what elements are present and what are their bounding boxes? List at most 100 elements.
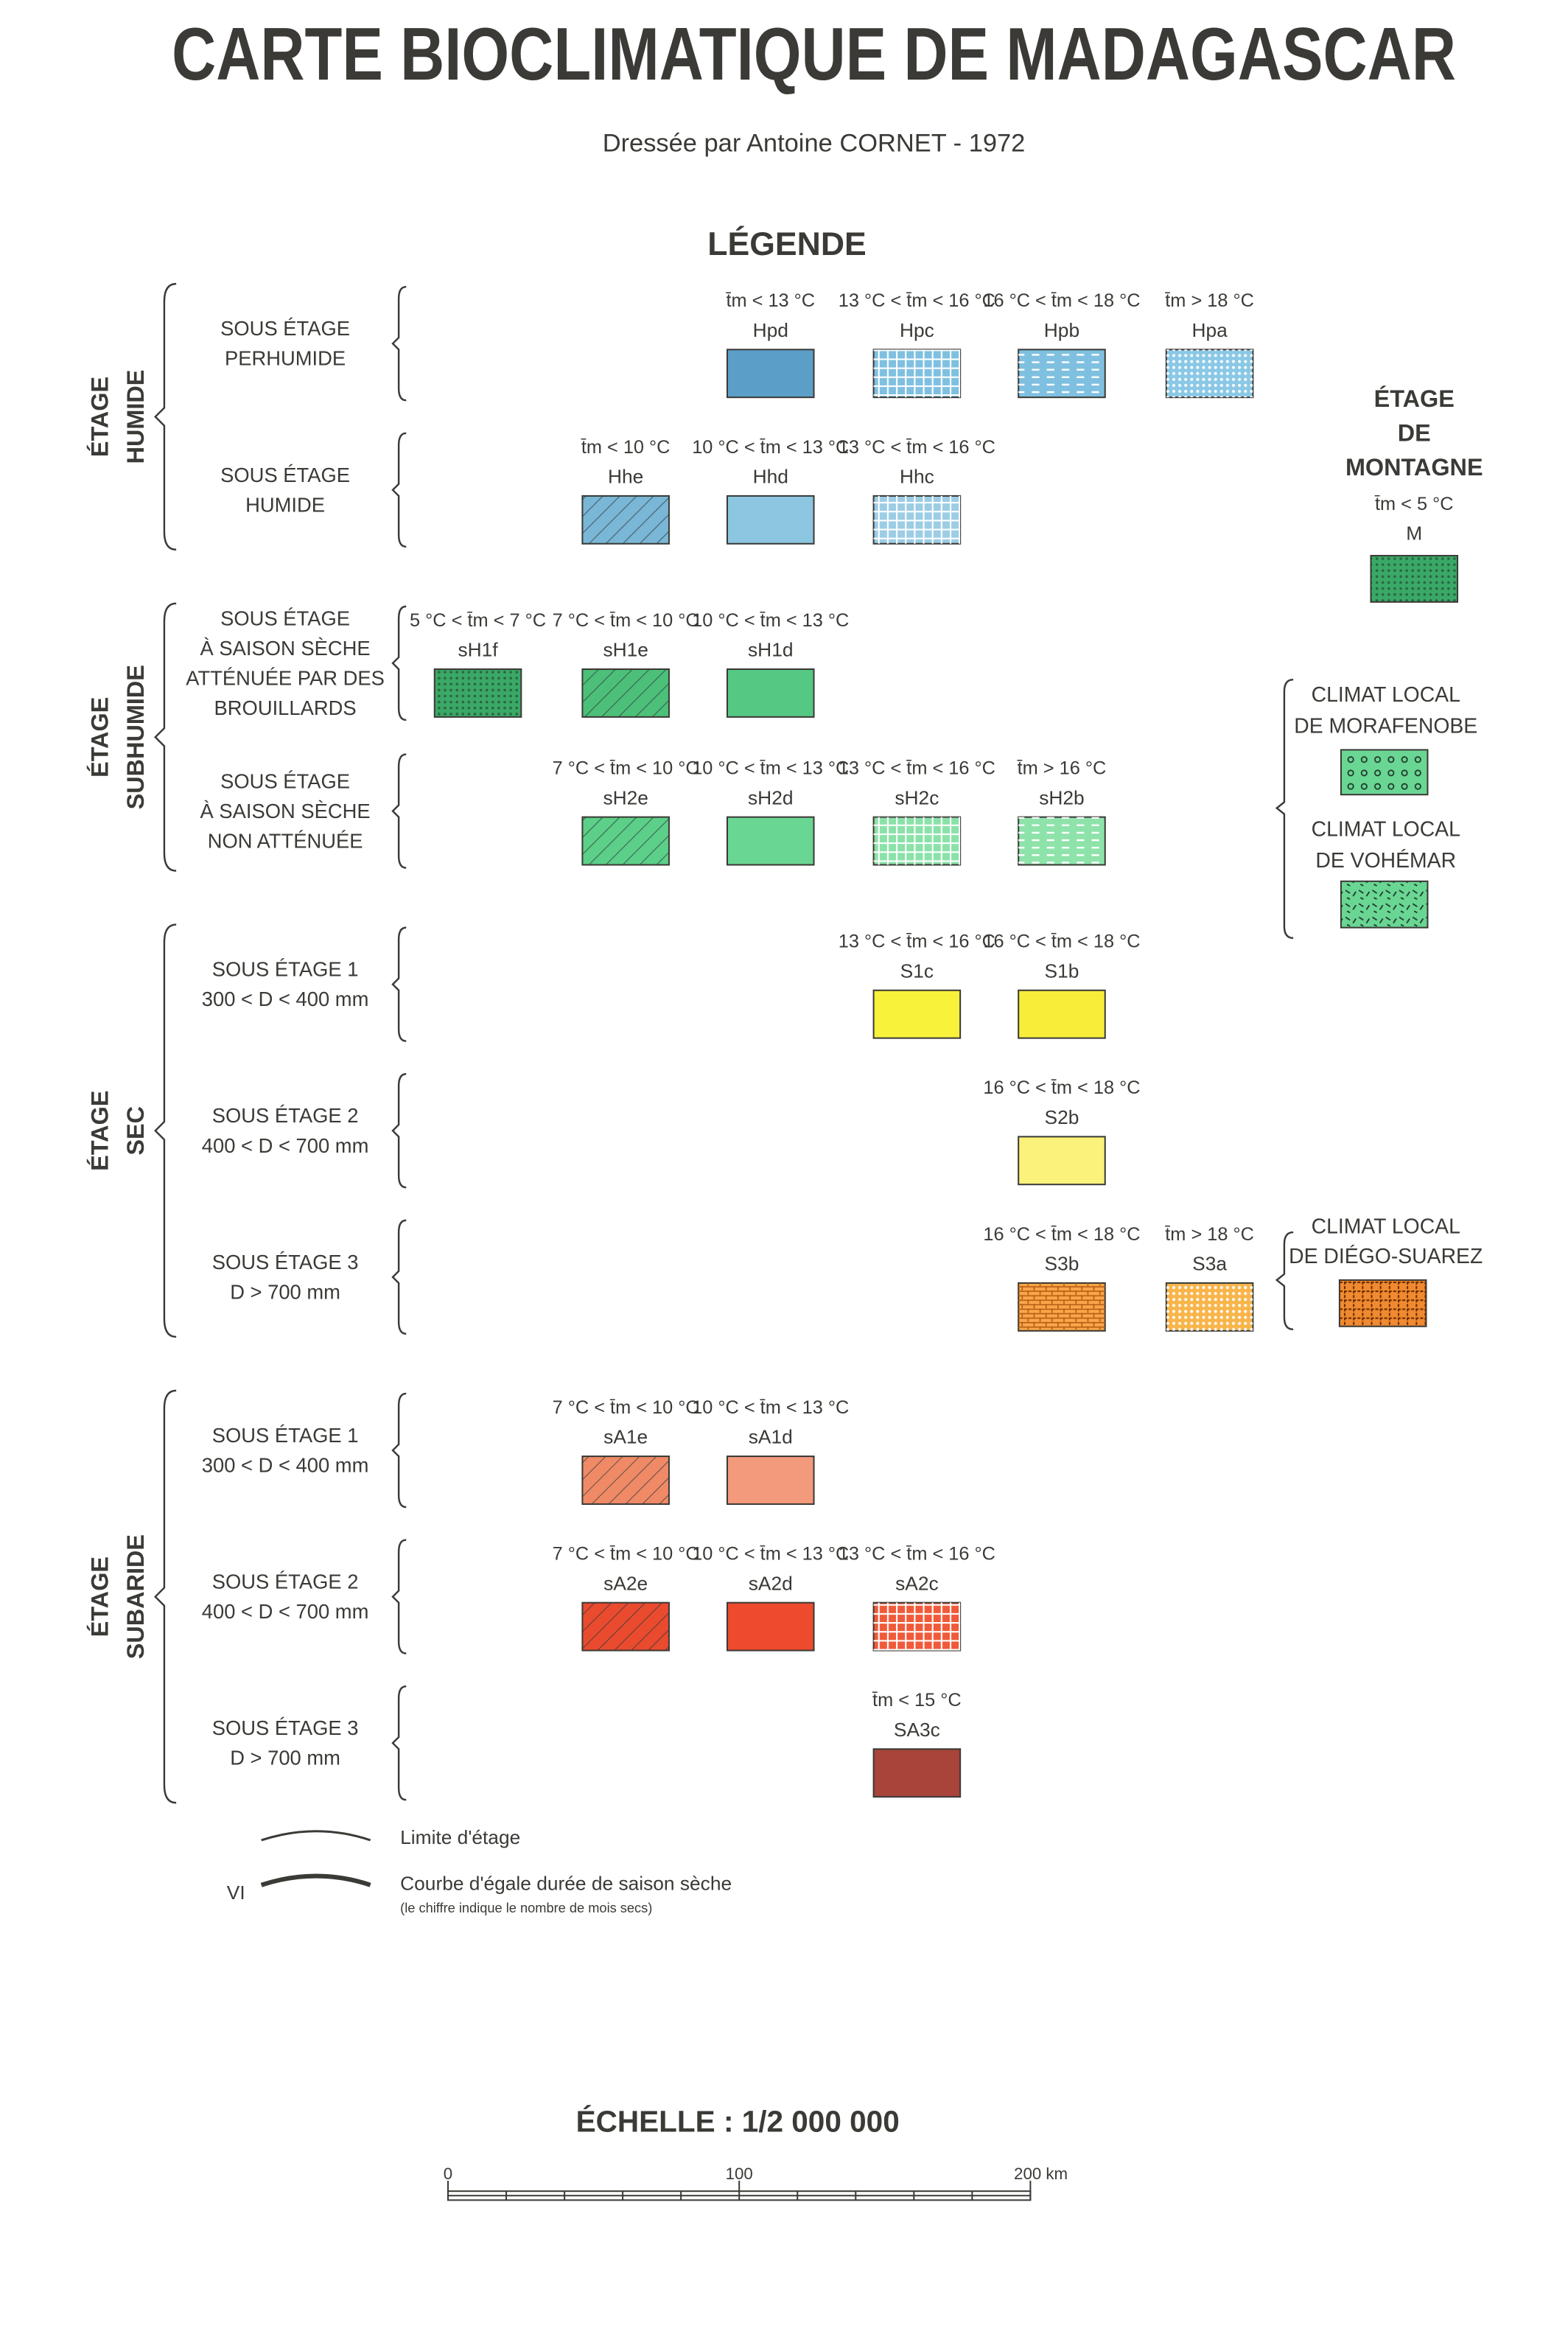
- brace: [1275, 678, 1294, 940]
- limit-line-sample: [261, 1830, 371, 1842]
- swatch-pattern: [1018, 817, 1105, 865]
- sous-etage-label: 300 < D < 400 mm: [202, 1453, 369, 1476]
- class-swatch: [872, 816, 962, 866]
- class-swatch: [726, 349, 815, 399]
- sous-etage-label: SOUS ÉTAGE 3: [212, 1251, 359, 1273]
- montagne-swatch: [1370, 554, 1459, 603]
- class-swatch: [581, 1456, 670, 1505]
- class-code: S3a: [1192, 1253, 1227, 1275]
- class-code: SA3c: [894, 1719, 940, 1741]
- swatch-pattern: [1018, 349, 1105, 398]
- swatch-fill: [872, 989, 962, 1039]
- sous-etage-label: SOUS ÉTAGE: [220, 317, 350, 340]
- curve-sample: [260, 1873, 371, 1887]
- montagne-name: MONTAGNE: [1345, 454, 1483, 481]
- sous-etage-label: SOUS ÉTAGE 3: [212, 1716, 359, 1739]
- sous-etage-label: BROUILLARDS: [214, 696, 357, 719]
- class-range: 10 °C < t̄m < 13 °C: [692, 758, 849, 778]
- etage-label: SEC: [122, 1106, 149, 1156]
- sous-etage-label: HUMIDE: [245, 493, 325, 516]
- class-code: Hpa: [1191, 319, 1228, 341]
- sous-etage-label: SOUS ÉTAGE: [220, 769, 350, 792]
- class-range: 13 °C < t̄m < 16 °C: [839, 1544, 995, 1565]
- swatch-pattern: [1166, 1282, 1253, 1331]
- class-range: 13 °C < t̄m < 16 °C: [839, 290, 995, 311]
- class-code: Hhe: [608, 466, 643, 488]
- class-swatch: [1018, 1136, 1106, 1186]
- class-code: Hpc: [900, 319, 934, 341]
- class-swatch: [581, 1601, 670, 1652]
- class-range: 16 °C < t̄m < 18 °C: [983, 1077, 1140, 1098]
- etage-label: ÉTAGE: [85, 377, 113, 457]
- sous-etage-label: 400 < D < 700 mm: [202, 1600, 369, 1623]
- sous-etage-label: À SAISON SÈCHE: [200, 800, 371, 822]
- local-swatch: [1340, 880, 1429, 929]
- class-code: sA2d: [749, 1572, 793, 1594]
- class-swatch: [726, 816, 815, 866]
- title: CARTE BIOCLIMATIQUE DE MADAGASCAR: [172, 13, 1456, 96]
- sous-etage-label: SOUS ÉTAGE 2: [212, 1104, 359, 1127]
- swatch-fill: [726, 1456, 815, 1505]
- sous-etage-label: SOUS ÉTAGE: [220, 607, 350, 629]
- class-swatch: [1018, 349, 1106, 399]
- brace: [391, 753, 407, 869]
- swatch-fill: [1018, 1136, 1106, 1186]
- symbol-note: (le chiffre indique le nombre de mois se…: [400, 1900, 652, 1915]
- class-range: 16 °C < t̄m < 18 °C: [983, 932, 1140, 952]
- local-name: DE VOHÉMAR: [1315, 849, 1456, 873]
- brace: [391, 1539, 407, 1655]
- class-code: sH1d: [748, 639, 793, 661]
- class-range: t̄m < 13 °C: [726, 290, 815, 311]
- class-swatch: [1018, 1282, 1106, 1332]
- swatch-fill: [726, 816, 815, 866]
- swatch-fill: [726, 495, 815, 545]
- class-code: sH2e: [603, 786, 648, 808]
- class-code: S1c: [900, 960, 934, 982]
- etage-label: ÉTAGE: [85, 697, 113, 778]
- class-range: t̄m > 18 °C: [1164, 290, 1253, 311]
- class-range: 7 °C < t̄m < 10 °C: [553, 610, 699, 631]
- class-swatch: [581, 495, 670, 545]
- scale-tick: 100: [726, 2164, 753, 2183]
- swatch-pattern: [582, 1456, 669, 1504]
- swatch-fill: [872, 1748, 962, 1798]
- scale-tick: 200 km: [1014, 2164, 1068, 2183]
- brace: [154, 923, 177, 1338]
- brace: [154, 1389, 177, 1804]
- local-name: CLIMAT LOCAL: [1312, 683, 1460, 707]
- class-code: sA2c: [895, 1572, 939, 1594]
- brace: [154, 282, 177, 551]
- etage-label: SUBARIDE: [122, 1534, 149, 1659]
- class-range: 13 °C < t̄m < 16 °C: [839, 758, 995, 778]
- class-code: sA1e: [603, 1426, 648, 1448]
- class-swatch: [1165, 349, 1254, 399]
- class-swatch: [433, 668, 522, 718]
- class-range: 5 °C < t̄m < 7 °C: [410, 610, 546, 631]
- symbol-label: Courbe d'égale durée de saison sèche: [400, 1873, 732, 1895]
- swatch-pattern: [873, 495, 961, 544]
- symbol-label: Limite d'étage: [400, 1826, 520, 1848]
- brace: [391, 1073, 407, 1189]
- sous-etage-label: SOUS ÉTAGE 1: [212, 958, 359, 981]
- class-range: 7 °C < t̄m < 10 °C: [553, 1544, 699, 1565]
- class-code: sH2b: [1039, 786, 1084, 808]
- subtitle: Dressée par Antoine CORNET - 1972: [603, 130, 1026, 158]
- sous-etage-label: À SAISON SÈCHE: [200, 637, 371, 660]
- class-code: S2b: [1045, 1106, 1079, 1128]
- class-range: 10 °C < t̄m < 13 °C: [692, 437, 849, 458]
- class-range: 7 °C < t̄m < 10 °C: [553, 1397, 699, 1418]
- class-range: 16 °C < t̄m < 18 °C: [983, 1224, 1140, 1245]
- swatch-pattern: [873, 1602, 961, 1651]
- class-swatch: [1018, 816, 1106, 866]
- class-range: t̄m < 10 °C: [581, 437, 670, 458]
- class-code: sH2c: [895, 786, 939, 808]
- local-swatch: [1340, 749, 1429, 796]
- class-range: 10 °C < t̄m < 13 °C: [692, 1397, 849, 1418]
- sous-etage-label: ATTÉNUÉE PAR DES: [186, 666, 385, 689]
- swatch-fill: [1018, 989, 1106, 1039]
- class-code: Hpd: [753, 319, 788, 341]
- swatch-pattern: [1018, 1282, 1105, 1331]
- class-range: t̄m < 15 °C: [872, 1690, 961, 1711]
- swatch-pattern: [1166, 349, 1253, 398]
